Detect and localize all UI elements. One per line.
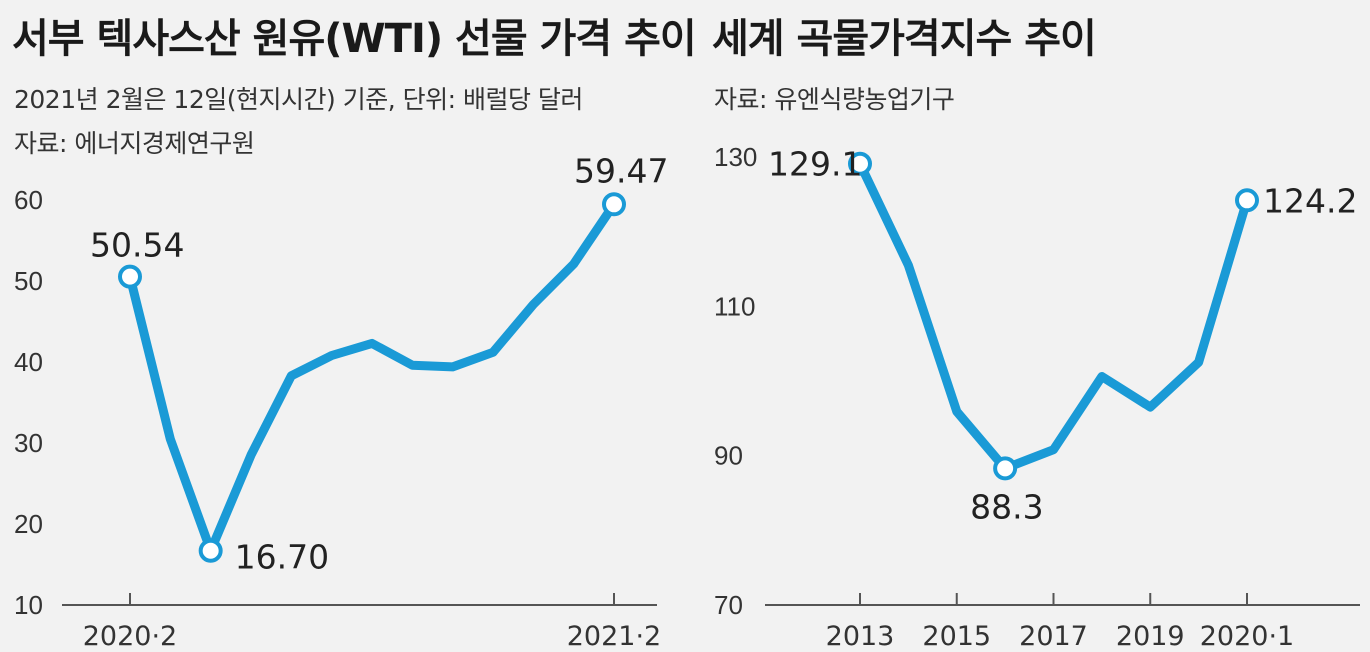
y-tick-label: 110 (714, 291, 755, 321)
series-line (855, 159, 1252, 473)
data-point-marker (118, 264, 142, 289)
x-tick-label: 2013 (826, 621, 895, 652)
data-label: 88.3 (970, 487, 1043, 526)
data-label: 129.1 (768, 145, 862, 184)
data-point-marker (602, 192, 626, 217)
x-tick-label: 2020·1 (1200, 621, 1294, 652)
data-point-marker (1235, 188, 1259, 213)
y-tick-label: 20 (14, 509, 43, 539)
data-point-marker (848, 151, 872, 176)
y-tick-label: 70 (714, 590, 743, 620)
y-tick-label: 90 (714, 441, 743, 471)
grain-line-chart: 70 90 110 130 2013 2015 2017 2019 2020·1 129.1 88.… (714, 142, 1360, 652)
y-tick-label: 50 (14, 266, 43, 296)
wti-chart-title: 서부 텍사스산 원유(WTI) 선물 가격 추이 (12, 16, 697, 62)
x-tick-label: 2019 (1116, 621, 1185, 652)
data-label: 50.54 (90, 226, 184, 265)
wti-chart-panel: 서부 텍사스산 원유(WTI) 선물 가격 추이 2021년 2월은 12일(현… (0, 0, 697, 652)
wti-line-chart: 10 20 30 40 50 60 2020·2 2021·2 50.54 16.70 59.47 (14, 151, 668, 652)
data-label: 124.2 (1263, 181, 1357, 220)
y-tick-label: 30 (14, 428, 43, 458)
data-point-marker (198, 538, 223, 563)
series-line (125, 199, 619, 556)
grain-chart-source: 자료: 유엔식량농업기구 (714, 85, 955, 114)
grain-chart-panel: 세계 곡물가격지수 추이 자료: 유엔식량농업기구 70 90 110 130 2013… (690, 0, 1370, 652)
x-tick-label: 2020·2 (83, 621, 177, 652)
x-tick-label: 2021·2 (567, 621, 661, 652)
x-tick-label: 2017 (1019, 621, 1088, 652)
y-tick-label: 130 (714, 142, 757, 172)
y-tick-label: 40 (14, 347, 43, 377)
wti-chart-note: 2021년 2월은 12일(현지시간) 기준, 단위: 배럴당 달러 (14, 85, 583, 114)
data-label: 16.70 (235, 538, 329, 577)
y-tick-label: 10 (14, 590, 43, 620)
y-tick-label: 60 (14, 185, 43, 215)
data-label: 59.47 (574, 151, 668, 190)
x-tick-label: 2015 (922, 621, 991, 652)
grain-chart-title: 세계 곡물가격지수 추이 (712, 16, 1097, 62)
data-point-marker (993, 456, 1018, 481)
wti-chart-source: 자료: 에너지경제연구원 (14, 129, 255, 158)
